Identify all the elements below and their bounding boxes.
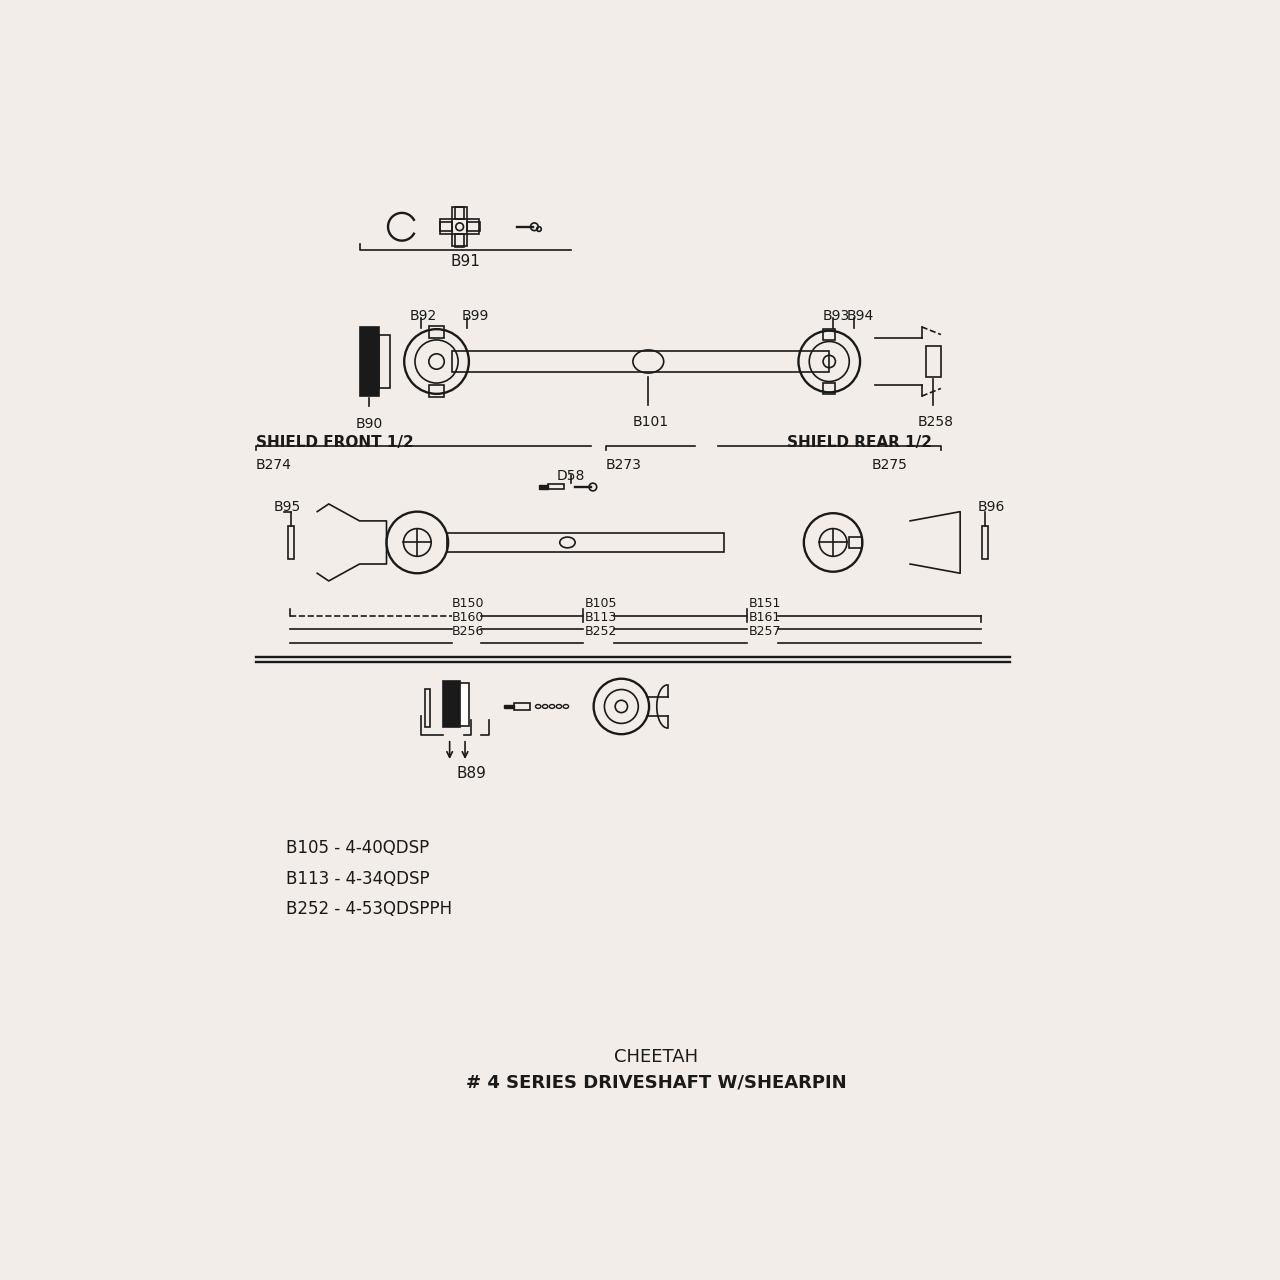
Bar	[447, 534, 723, 552]
Bar	[443, 681, 460, 727]
Bar	[513, 704, 530, 709]
Text: SHIELD REAR 1/2: SHIELD REAR 1/2	[787, 435, 932, 451]
Text: B160: B160	[452, 611, 484, 625]
Text: B274: B274	[256, 458, 292, 472]
Text: B99: B99	[461, 310, 489, 323]
Text: SHIELD FRONT 1/2: SHIELD FRONT 1/2	[256, 435, 413, 451]
Bar	[439, 223, 452, 232]
Bar	[379, 334, 390, 388]
Text: B113 - 4-34QDSP: B113 - 4-34QDSP	[287, 869, 430, 888]
Text: D58: D58	[557, 470, 585, 484]
Text: # 4 SERIES DRIVESHAFT W/SHEARPIN: # 4 SERIES DRIVESHAFT W/SHEARPIN	[466, 1074, 846, 1092]
Bar	[467, 223, 480, 232]
Text: B93: B93	[823, 310, 850, 323]
Text: B89: B89	[456, 765, 486, 781]
Bar	[823, 383, 836, 394]
Text: B258: B258	[918, 416, 954, 429]
Text: B90: B90	[356, 417, 383, 431]
Bar	[452, 351, 829, 372]
Bar	[504, 705, 513, 708]
Bar	[460, 682, 468, 726]
Text: B96: B96	[978, 500, 1005, 515]
Bar	[454, 234, 465, 247]
Bar	[360, 326, 379, 396]
Bar	[288, 526, 294, 559]
Text: B252: B252	[585, 625, 617, 637]
Text: B105: B105	[585, 598, 617, 611]
Bar	[849, 538, 863, 548]
Text: B252 - 4-53QDSPPH: B252 - 4-53QDSPPH	[287, 901, 453, 919]
Bar	[429, 326, 444, 338]
Text: B275: B275	[872, 458, 908, 472]
Bar	[440, 219, 479, 234]
Bar	[925, 346, 941, 376]
Bar	[823, 329, 836, 340]
Text: B101: B101	[632, 416, 669, 429]
Bar	[452, 207, 467, 246]
Bar	[454, 207, 465, 219]
Bar	[429, 384, 444, 397]
Text: B91: B91	[451, 253, 480, 269]
Bar	[425, 689, 430, 727]
Text: B161: B161	[749, 611, 781, 625]
Text: B150: B150	[452, 598, 484, 611]
Text: B113: B113	[585, 611, 617, 625]
Text: B273: B273	[605, 458, 641, 472]
Bar	[539, 485, 548, 489]
Text: B105 - 4-40QDSP: B105 - 4-40QDSP	[287, 838, 430, 856]
Text: B257: B257	[749, 625, 781, 637]
Text: B92: B92	[410, 310, 436, 323]
Text: B94: B94	[846, 310, 873, 323]
Bar	[548, 484, 563, 489]
Text: CHEETAH: CHEETAH	[614, 1048, 698, 1066]
Text: B95: B95	[274, 500, 301, 515]
Text: B151: B151	[749, 598, 781, 611]
Bar	[982, 526, 988, 559]
Text: B256: B256	[452, 625, 484, 637]
